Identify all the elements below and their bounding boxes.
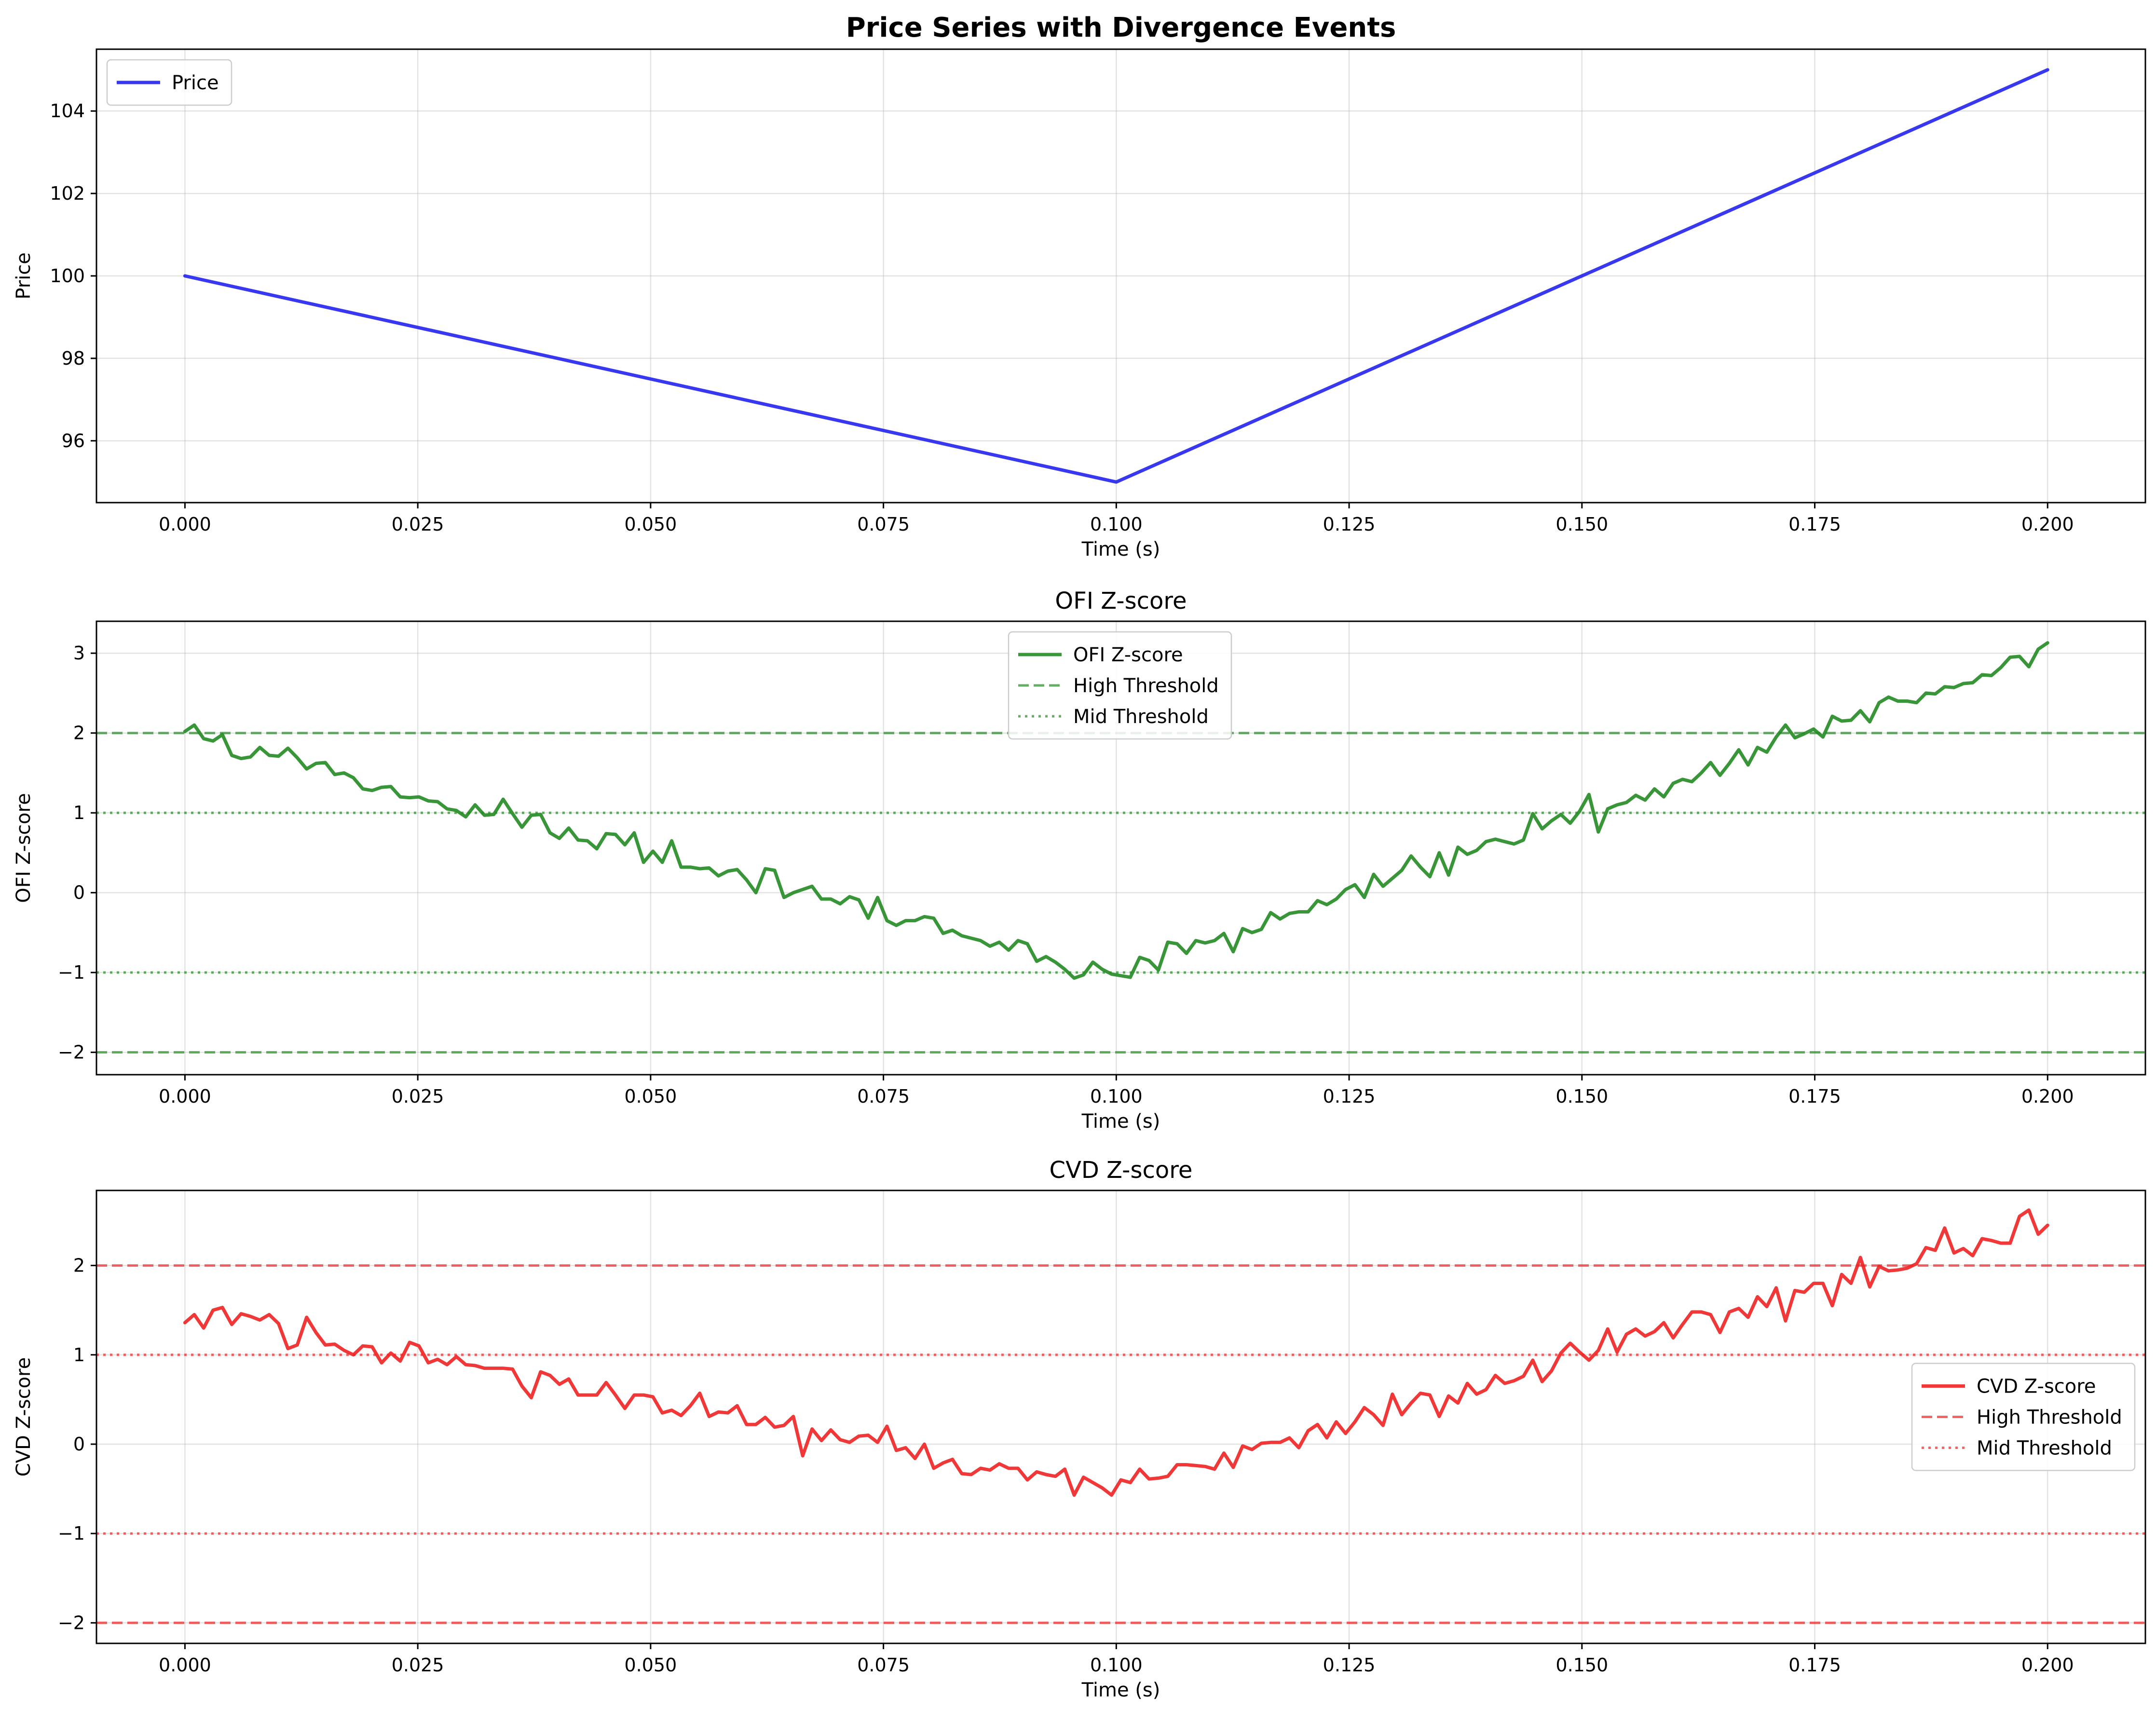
x-tick-label: 0.025 [392, 1654, 444, 1676]
x-tick-label: 0.100 [1090, 514, 1143, 535]
x-tick-label: 0.200 [2021, 1654, 2074, 1676]
x-tick-label: 0.025 [392, 1086, 444, 1107]
series-line [183, 1208, 2049, 1497]
legend-box [1911, 1363, 2136, 1471]
legend: CVD Z-score High Threshold Mid Threshold [1911, 1363, 2136, 1471]
subplot-2: 0.000 0.025 0.050 0.075 0.100 0.125 0.150 0.175… [13, 588, 2146, 1133]
legend-label: Price [172, 72, 219, 94]
x-tick-label: 0.050 [624, 1654, 677, 1676]
legend-label: OFI Z-score [1073, 644, 1183, 666]
x-axis-label: Time (s) [1081, 1110, 1160, 1133]
y-tick-label: 100 [50, 265, 85, 287]
legend-label: Mid Threshold [1977, 1437, 2112, 1460]
x-tick-label: 0.200 [2021, 1086, 2074, 1107]
y-tick-label: 0 [73, 882, 85, 903]
chart-title: CVD Z-score [1050, 1157, 1193, 1184]
x-tick-label: 0.100 [1090, 1654, 1143, 1676]
x-tick-label: 0.000 [159, 1086, 211, 1107]
y-tick-label: 1 [73, 802, 85, 823]
x-tick-label: 0.150 [1556, 1654, 1608, 1676]
y-tick-label: 2 [73, 1255, 85, 1276]
legend-label: Mid Threshold [1073, 706, 1209, 728]
x-tick-label: 0.175 [1788, 1086, 1841, 1107]
y-tick-label: 3 [73, 642, 85, 664]
series-line [183, 68, 2049, 484]
x-tick-label: 0.125 [1323, 1086, 1376, 1107]
x-tick-label: 0.075 [857, 1086, 910, 1107]
legend: Price [106, 59, 232, 106]
x-tick-label: 0.000 [159, 1654, 211, 1676]
y-tick-label: 104 [50, 100, 85, 122]
x-tick-label: 0.150 [1556, 1086, 1608, 1107]
legend-label: High Threshold [1073, 675, 1219, 697]
legend-label: High Threshold [1977, 1407, 2122, 1429]
x-tick-label: 0.100 [1090, 1086, 1143, 1107]
subplot-3: 0.000 0.025 0.050 0.075 0.100 0.125 0.150 0.175… [13, 1157, 2146, 1701]
y-tick-label: −2 [58, 1612, 85, 1633]
x-tick-label: 0.175 [1788, 1654, 1841, 1676]
y-tick-label: 0 [73, 1434, 85, 1455]
x-tick-label: 0.075 [857, 1654, 910, 1676]
legend-box [106, 59, 232, 106]
x-axis-label: Time (s) [1081, 538, 1160, 560]
y-tick-label: −1 [58, 1523, 85, 1544]
axes-frame [96, 620, 2146, 1076]
legend-label: CVD Z-score [1977, 1376, 2096, 1398]
y-tick-label: 1 [73, 1344, 85, 1366]
y-tick-label: 102 [50, 183, 85, 204]
subplot-1: 0.000 0.025 0.050 0.075 0.100 0.125 0.150 0.175… [13, 12, 2146, 560]
x-tick-label: 0.150 [1556, 514, 1608, 535]
y-axis-label: OFI Z-score [13, 793, 35, 903]
y-tick-label: 2 [73, 723, 85, 744]
y-tick-label: 98 [62, 348, 85, 369]
legend: OFI Z-score High Threshold Mid Threshold [1008, 631, 1232, 740]
x-tick-label: 0.125 [1323, 1654, 1376, 1676]
x-tick-label: 0.075 [857, 514, 910, 535]
x-tick-label: 0.200 [2021, 514, 2074, 535]
axes-frame [96, 1189, 2146, 1644]
y-tick-label: −1 [58, 962, 85, 983]
x-tick-label: 0.050 [624, 1086, 677, 1107]
x-tick-label: 0.000 [159, 514, 211, 535]
chart-title: OFI Z-score [1055, 588, 1187, 615]
y-tick-label: 96 [62, 430, 85, 451]
series-line [183, 641, 2049, 980]
chart-title: Price Series with Divergence Events [846, 12, 1396, 43]
x-tick-label: 0.050 [624, 514, 677, 535]
x-tick-label: 0.125 [1323, 514, 1376, 535]
y-axis-label: CVD Z-score [13, 1357, 35, 1476]
x-axis-label: Time (s) [1081, 1679, 1160, 1701]
y-tick-label: −2 [58, 1042, 85, 1063]
legend-box [1008, 631, 1232, 740]
x-tick-label: 0.175 [1788, 514, 1841, 535]
y-axis-label: Price [13, 252, 35, 300]
x-tick-label: 0.025 [392, 514, 444, 535]
